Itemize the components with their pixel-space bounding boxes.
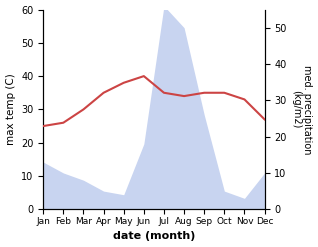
Y-axis label: med. precipitation
(kg/m2): med. precipitation (kg/m2) — [291, 65, 313, 154]
X-axis label: date (month): date (month) — [113, 231, 195, 242]
Y-axis label: max temp (C): max temp (C) — [5, 74, 16, 145]
